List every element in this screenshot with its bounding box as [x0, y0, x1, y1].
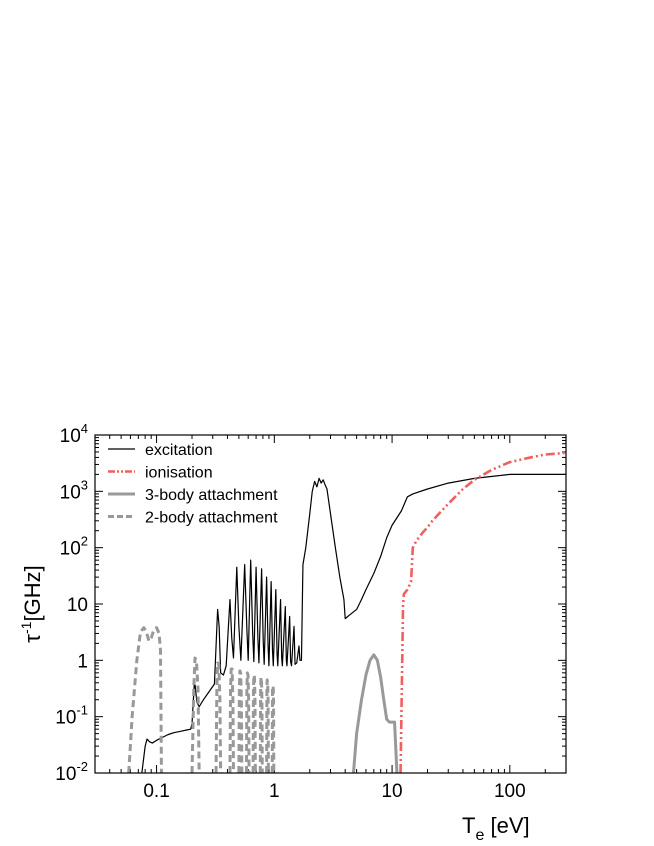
y-axis-title: τ-1[GHz] [18, 565, 45, 642]
y-tick-base: 1 [77, 651, 88, 672]
series-line-2-body-attachment [127, 626, 276, 773]
y-tick-label: 10-2 [55, 759, 88, 785]
y-tick-label: 10-1 [55, 703, 88, 729]
legend-label: 2-body attachment [145, 510, 278, 527]
series-line-ionisation [399, 451, 566, 773]
x-tick-label: 10 [381, 781, 402, 802]
y-tick-base: 10 [60, 482, 81, 503]
y-tick-label: 1 [77, 651, 88, 672]
x-tick-label: 0.1 [143, 781, 169, 802]
y-tick-label: 103 [60, 477, 88, 503]
series-line-excitation [141, 473, 566, 773]
series-line-3-body-attachment [351, 653, 399, 773]
y-tick-exp: -2 [76, 759, 88, 774]
legend-label: 3-body attachment [145, 487, 278, 504]
x-tick-label: 1 [269, 781, 280, 802]
y-tick-label: 102 [60, 534, 88, 560]
y-tick-base: 10 [55, 708, 76, 729]
x-axis-title: Te [eV] [462, 813, 530, 844]
y-tick-base: 10 [60, 426, 81, 447]
y-tick-base: 10 [67, 595, 88, 616]
y-tick-exp: 4 [81, 421, 88, 436]
plot-frame [94, 434, 567, 774]
legend-label: excitation [145, 442, 213, 459]
y-tick-base: 10 [60, 539, 81, 560]
y-axis-title-unit: [GHz] [20, 565, 45, 621]
y-tick-base: 10 [55, 764, 76, 785]
y-tick-label: 10 [67, 595, 88, 616]
x-axis-title-main: T [462, 813, 475, 838]
y-axis-title-main: τ [20, 634, 45, 643]
y-tick-label: 104 [60, 421, 88, 447]
x-tick-label: 100 [494, 781, 526, 802]
legend: excitation ionisation 3-body attachment 2-b… [108, 442, 278, 527]
x-axis-title-sub: e [475, 827, 484, 844]
y-tick-exp: 3 [81, 477, 88, 492]
y-axis-title-sup: -1 [18, 621, 34, 634]
axis-ticks [94, 434, 567, 774]
y-tick-exp: -1 [76, 703, 88, 718]
y-tick-exp: 2 [81, 534, 88, 549]
x-axis-title-unit: [eV] [484, 813, 529, 838]
series-layer [127, 451, 566, 773]
legend-label: ionisation [145, 465, 213, 482]
